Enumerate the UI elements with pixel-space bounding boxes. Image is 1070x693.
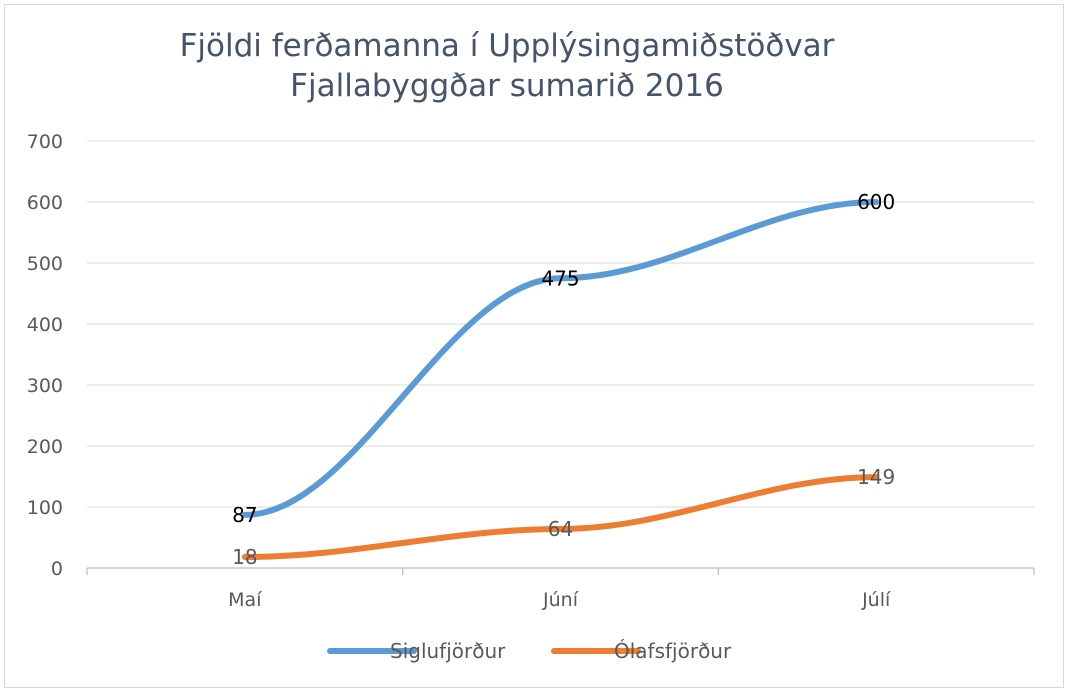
series-line-1 xyxy=(241,474,880,561)
chart-title-line-1: Fjöldi ferðamanna í Upplýsingamiðstöðvar xyxy=(179,28,835,64)
legend-label: Siglufjörður xyxy=(390,639,506,663)
y-tick-label: 500 xyxy=(27,253,63,275)
data-label: 87 xyxy=(232,503,257,527)
y-tick-label: 300 xyxy=(27,375,63,397)
chart-title: Fjöldi ferðamanna í Upplýsingamiðstöðvar… xyxy=(0,26,1014,106)
y-tick-label: 400 xyxy=(27,314,63,336)
y-tick-label: 0 xyxy=(51,558,63,580)
data-label: 475 xyxy=(541,266,579,290)
y-tick-label: 100 xyxy=(27,497,63,519)
x-tick-label: Júní xyxy=(542,589,579,611)
chart-title-line-2: Fjallabyggðar sumarið 2016 xyxy=(290,68,724,104)
data-label: 18 xyxy=(232,545,257,569)
y-tick-label: 200 xyxy=(27,436,63,458)
chart-frame xyxy=(4,4,1064,688)
legend-label: Ólafsfjörður xyxy=(614,639,732,663)
data-label: 600 xyxy=(857,190,895,214)
x-tick-label: Maí xyxy=(228,589,262,611)
y-tick-label: 700 xyxy=(27,131,63,153)
data-label: 64 xyxy=(548,517,573,541)
data-label: 149 xyxy=(857,465,895,489)
series-line-0 xyxy=(241,199,880,518)
y-tick-label: 600 xyxy=(27,192,63,214)
x-tick-label: Júlí xyxy=(861,589,891,611)
